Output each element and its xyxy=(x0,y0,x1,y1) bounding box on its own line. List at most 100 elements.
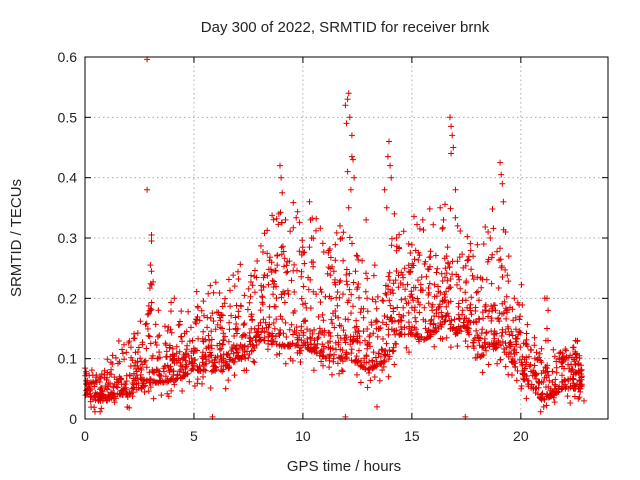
data-point xyxy=(189,337,196,344)
data-point xyxy=(148,299,155,306)
data-point xyxy=(348,132,355,139)
data-point xyxy=(239,347,246,353)
data-point xyxy=(381,358,388,365)
data-point xyxy=(422,325,429,332)
data-point xyxy=(290,199,297,206)
data-point xyxy=(114,391,121,398)
data-point xyxy=(413,326,420,333)
data-point xyxy=(233,321,240,327)
data-point xyxy=(571,382,578,389)
data-point xyxy=(343,334,350,341)
data-point xyxy=(212,279,219,286)
data-point xyxy=(398,326,405,333)
data-point xyxy=(401,265,408,272)
data-point xyxy=(327,333,334,340)
data-point xyxy=(100,392,106,399)
data-point xyxy=(510,347,517,354)
data-point xyxy=(485,256,492,263)
data-point xyxy=(342,332,349,339)
data-point xyxy=(129,357,136,364)
data-point xyxy=(379,367,386,374)
data-point xyxy=(350,303,356,310)
data-point xyxy=(270,284,277,290)
data-point xyxy=(380,363,387,370)
data-point xyxy=(546,377,553,384)
data-point xyxy=(376,377,383,384)
data-point xyxy=(294,342,301,348)
data-point xyxy=(413,318,419,325)
data-point xyxy=(553,364,560,371)
data-point xyxy=(304,326,310,333)
data-point xyxy=(281,290,288,297)
data-point xyxy=(426,328,432,335)
data-point xyxy=(368,319,375,326)
data-point xyxy=(483,330,490,337)
data-point xyxy=(230,272,237,279)
data-point xyxy=(348,153,355,160)
data-point xyxy=(394,304,401,311)
data-point xyxy=(148,238,155,244)
data-point xyxy=(324,270,331,277)
data-point xyxy=(321,332,328,338)
data-point xyxy=(307,335,314,342)
data-point xyxy=(482,301,489,308)
data-point xyxy=(242,332,249,339)
data-point xyxy=(203,360,210,367)
data-point xyxy=(474,274,481,281)
data-point xyxy=(362,337,368,344)
data-point xyxy=(207,315,214,321)
data-point xyxy=(271,325,278,332)
data-point xyxy=(427,248,434,255)
data-point xyxy=(392,340,399,347)
data-point xyxy=(119,387,126,394)
data-point xyxy=(416,334,423,341)
data-point xyxy=(272,333,279,340)
data-point xyxy=(488,280,495,287)
data-point xyxy=(302,318,309,325)
data-point xyxy=(474,354,480,361)
data-point xyxy=(382,348,389,355)
data-point xyxy=(410,297,417,304)
data-point xyxy=(300,332,307,339)
data-point xyxy=(483,276,490,283)
data-point xyxy=(270,291,276,298)
data-point xyxy=(374,293,381,300)
data-point xyxy=(268,259,275,266)
data-point xyxy=(325,329,332,336)
data-point xyxy=(454,343,461,349)
data-point xyxy=(153,366,160,373)
data-point xyxy=(178,362,184,369)
data-point xyxy=(345,204,352,211)
data-point xyxy=(284,287,291,294)
data-point xyxy=(448,317,455,324)
data-point xyxy=(327,351,333,358)
data-point xyxy=(525,383,532,390)
data-point xyxy=(408,291,415,298)
data-point xyxy=(279,243,286,250)
data-point xyxy=(503,315,510,322)
data-point xyxy=(344,168,351,175)
data-point xyxy=(385,356,392,363)
data-point xyxy=(508,328,515,335)
data-point xyxy=(500,346,507,352)
data-point xyxy=(200,298,207,305)
data-point xyxy=(444,244,451,251)
data-point xyxy=(499,180,506,187)
data-point xyxy=(561,376,568,383)
data-point xyxy=(208,342,215,349)
data-point xyxy=(497,342,504,349)
data-point xyxy=(454,258,461,265)
data-point xyxy=(141,389,148,395)
data-point xyxy=(251,359,258,366)
data-point xyxy=(260,249,266,255)
data-point xyxy=(442,318,449,325)
data-point xyxy=(311,326,318,333)
data-point xyxy=(280,330,287,337)
data-point xyxy=(293,214,300,221)
data-point xyxy=(379,319,386,326)
data-point xyxy=(464,257,471,264)
data-point xyxy=(369,296,376,303)
data-point xyxy=(326,364,333,371)
data-point xyxy=(85,381,92,388)
data-point xyxy=(492,307,499,314)
